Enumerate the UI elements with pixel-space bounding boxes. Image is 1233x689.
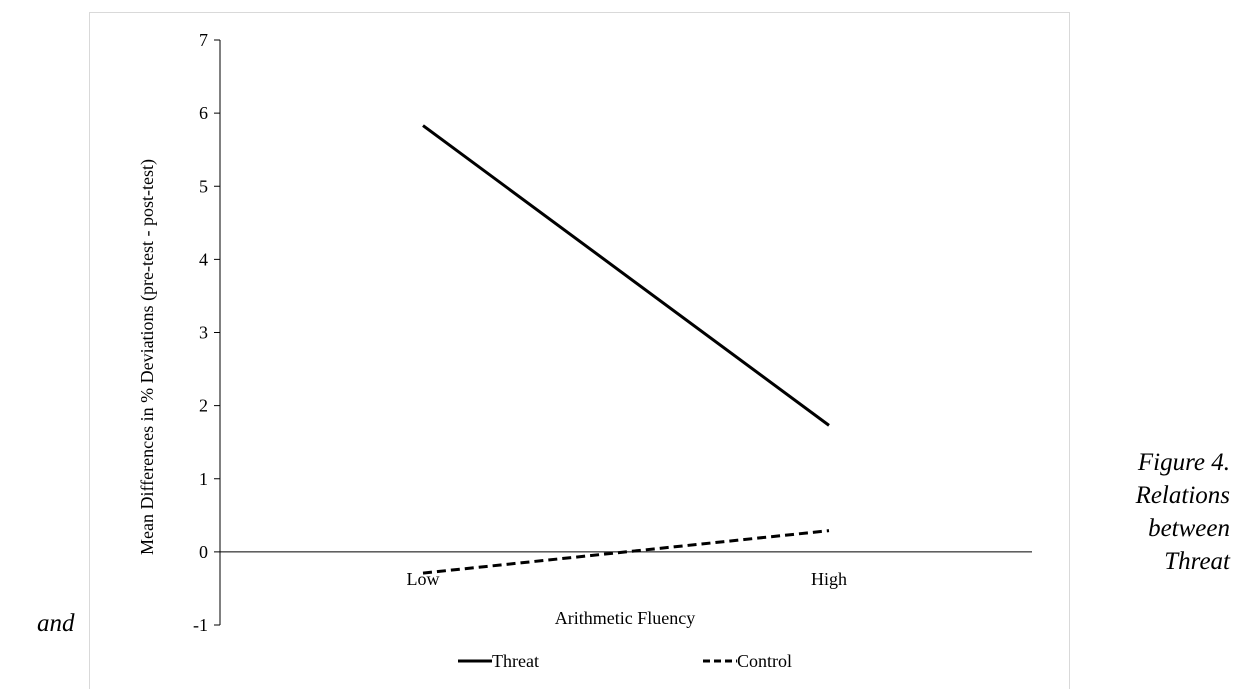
y-tick-label: 5 [199,176,208,196]
caption-line: Threat [1164,548,1230,575]
caption-line: between [1148,515,1230,542]
series-lines [422,124,830,575]
y-tick-label: -1 [193,615,208,635]
legend-label-control: Control [737,651,792,671]
y-tick-label: 0 [199,542,208,562]
series-line-control [422,529,830,575]
x-tick-label: High [811,569,847,589]
y-tick-label: 2 [199,396,208,416]
y-ticks: -1 0 1 2 3 4 5 6 7 [193,30,220,635]
chart-frame [89,12,1070,689]
x-tick-label: Low [407,569,440,589]
y-tick-label: 1 [199,469,208,489]
x-ticks: Low High [407,569,848,589]
figure-caption: Figure 4. Relations between Threat [1085,446,1230,578]
y-tick-label: 4 [199,249,208,269]
legend-label-threat: Threat [492,651,539,671]
series-line-threat [422,124,830,427]
axes [219,40,1032,625]
y-tick-label: 7 [199,30,208,50]
legend: Threat Control [458,651,792,671]
caption-line: Relations [1135,482,1230,509]
caption-line: Figure 4. [1137,449,1230,476]
y-tick-label: 6 [199,103,208,123]
caption-fragment: and [37,610,75,637]
y-tick-label: 3 [199,323,208,343]
y-axis-title: Mean Differences in % Deviations (pre-te… [137,159,158,555]
x-axis-title: Arithmetic Fluency [555,608,695,628]
